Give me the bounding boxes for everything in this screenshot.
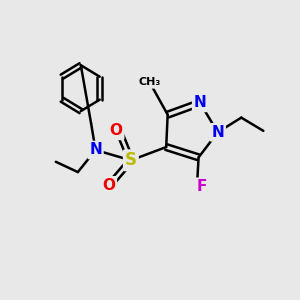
Text: N: N	[211, 125, 224, 140]
Text: N: N	[89, 142, 102, 158]
Text: CH₃: CH₃	[139, 77, 161, 87]
Text: S: S	[125, 151, 137, 169]
Text: N: N	[194, 95, 206, 110]
Text: O: O	[110, 123, 123, 138]
Text: O: O	[102, 178, 115, 193]
Text: F: F	[196, 179, 207, 194]
